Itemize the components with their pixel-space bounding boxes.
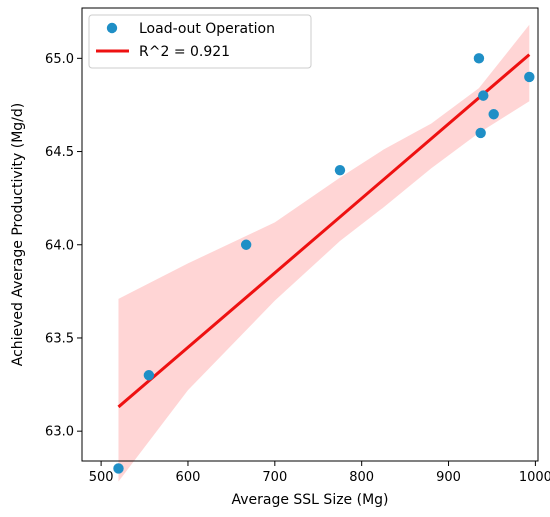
data-point	[113, 463, 124, 474]
data-points-layer	[113, 53, 535, 474]
x-tick-label: 600	[176, 470, 201, 485]
x-tick-label: 800	[349, 470, 374, 485]
data-point	[478, 90, 489, 101]
y-tick-label: 64.5	[45, 145, 74, 160]
y-axis-label: Achieved Average Productivity (Mg/d)	[10, 103, 26, 367]
legend: Load-out Operation R^2 = 0.921	[88, 14, 312, 69]
y-tick-label: 64.0	[45, 238, 74, 253]
data-point	[143, 370, 155, 381]
confidence-band	[118, 24, 530, 482]
y-axis-ticks: 63.0 63.5 64.0 64.5 65.0	[45, 52, 82, 440]
confidence-band-layer	[118, 24, 530, 482]
legend-entry-fit: R^2 = 0.921	[139, 44, 230, 60]
y-tick-label: 65.0	[45, 52, 74, 67]
data-point	[524, 71, 535, 83]
plot-frame	[81, 7, 539, 462]
x-tick-label: 900	[436, 470, 461, 485]
legend-scatter-marker	[106, 22, 118, 34]
y-tick-label: 63.0	[45, 425, 74, 440]
x-tick-label: 700	[262, 470, 287, 485]
y-tick-label: 63.5	[45, 331, 74, 346]
x-tick-label: 1000	[519, 470, 550, 485]
fit-line-layer	[117, 53, 531, 409]
legend-box	[88, 14, 312, 69]
data-point	[334, 164, 346, 176]
data-point	[475, 127, 486, 139]
data-point	[240, 239, 252, 250]
x-axis-label: Average SSL Size (Mg)	[231, 492, 388, 508]
x-axis-ticks: 500 600 700 800 900 1000	[89, 461, 550, 485]
x-tick-label: 500	[89, 470, 114, 485]
data-point	[473, 53, 485, 64]
regression-line	[117, 53, 531, 409]
legend-entry-load-out: Load-out Operation	[139, 21, 275, 37]
data-point	[488, 109, 499, 120]
